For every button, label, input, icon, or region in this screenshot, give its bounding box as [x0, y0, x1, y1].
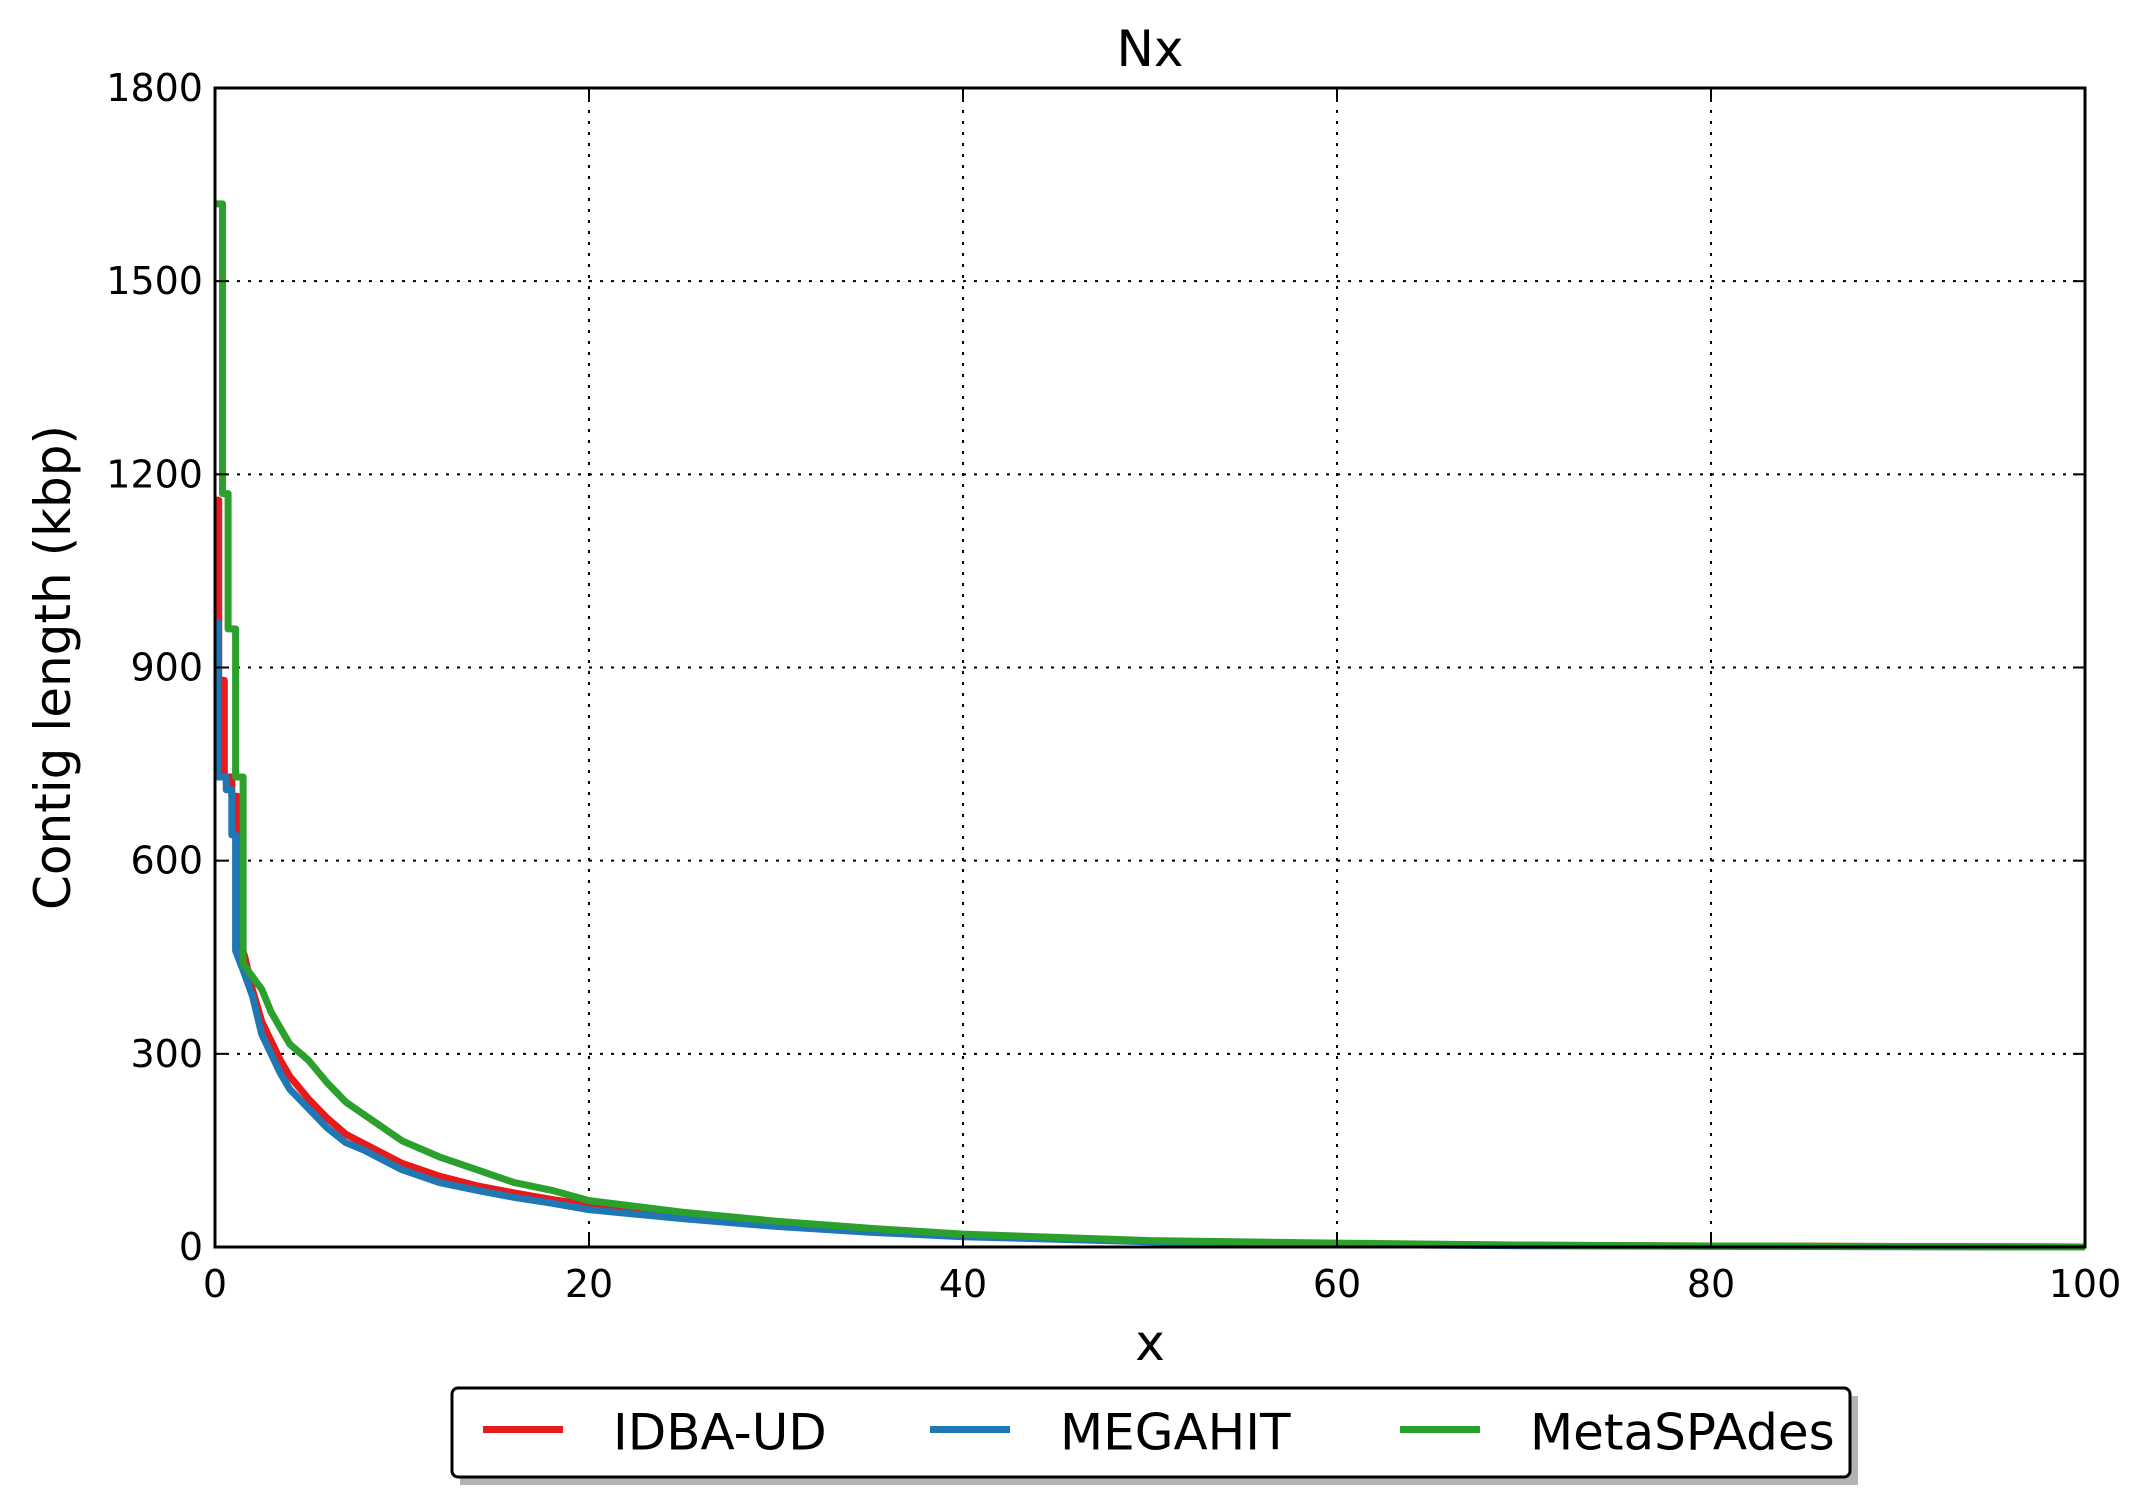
y-tick-label: 1800: [106, 66, 203, 110]
y-axis-title: Contig length (kbp): [24, 425, 82, 910]
legend-label: MEGAHIT: [1060, 1404, 1291, 1462]
legend-label: IDBA-UD: [613, 1404, 827, 1462]
y-tick-label: 600: [130, 839, 203, 883]
y-tick-label: 0: [179, 1225, 203, 1269]
x-tick-label: 100: [2049, 1262, 2122, 1306]
y-tick-label: 300: [130, 1032, 203, 1076]
axis-ticks: 0 20 40 60 80 100 0 300 600 900 1200 1500 1800: [106, 66, 2121, 1306]
series-line-metaspades: [215, 200, 2086, 1251]
x-axis-title: x: [1135, 1314, 1165, 1372]
grid-lines: [215, 88, 2085, 1247]
legend-label: MetaSPAdes: [1530, 1404, 1835, 1462]
chart-title: Nx: [1117, 20, 1184, 78]
y-tick-label: 900: [130, 646, 203, 690]
x-tick-label: 20: [565, 1262, 613, 1306]
x-tick-label: 80: [1687, 1262, 1735, 1306]
series-line-idba-ud: [215, 496, 2086, 1251]
x-tick-label: 40: [939, 1262, 987, 1306]
y-tick-label: 1500: [106, 259, 203, 303]
x-tick-label: 60: [1313, 1262, 1361, 1306]
legend-box: [450, 1386, 1852, 1479]
series-line-megahit: [214, 618, 2086, 1251]
legend: IDBA-UD MEGAHIT MetaSPAdes: [450, 1386, 1858, 1485]
y-tick-label: 1200: [106, 452, 203, 496]
series-lines: [214, 200, 2086, 1251]
x-tick-label: 0: [203, 1262, 227, 1306]
